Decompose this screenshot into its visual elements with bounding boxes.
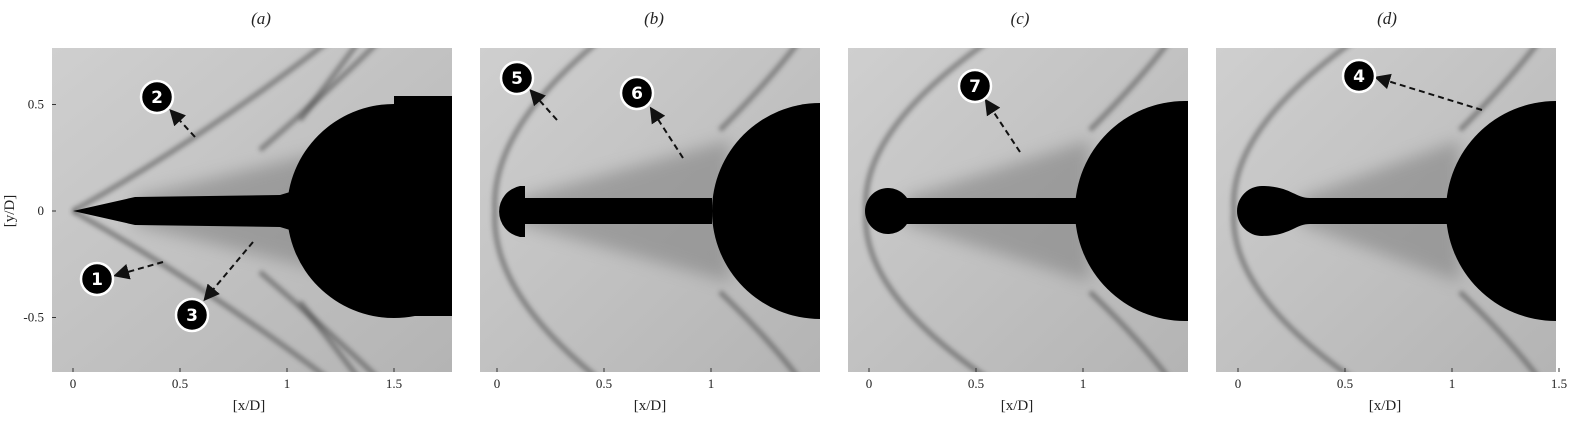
panel-a-image xyxy=(52,48,452,372)
panel-title: (c) xyxy=(1011,9,1030,28)
marker-label: 3 xyxy=(186,306,198,326)
marker-label: 1 xyxy=(91,270,103,290)
x-tick-label: 0 xyxy=(1235,376,1242,391)
x-tick-label: 0.5 xyxy=(172,376,188,391)
marker: 3 xyxy=(174,297,210,333)
panel-title: (a) xyxy=(251,9,271,28)
x-axis-label: [x/D] xyxy=(1369,398,1402,414)
x-tick-label: 1.5 xyxy=(1551,376,1567,391)
x-tick-label: 0.5 xyxy=(968,376,984,391)
x-tick-label: 0.5 xyxy=(1337,376,1353,391)
marker-label: 7 xyxy=(969,77,981,97)
markers: 1 2 3 5 6 7 4 xyxy=(79,58,1377,333)
x-tick-label: 1 xyxy=(1449,376,1456,391)
y-axis-label: [y/D] xyxy=(2,195,18,228)
marker-label: 5 xyxy=(511,69,523,89)
marker: 1 xyxy=(79,261,115,297)
marker: 5 xyxy=(499,60,535,96)
x-axis-label: [x/D] xyxy=(1001,398,1034,414)
marker-label: 4 xyxy=(1353,67,1365,87)
x-tick-label: 1 xyxy=(284,376,291,391)
y-tick-label: 0 xyxy=(38,203,45,218)
marker: 7 xyxy=(957,68,993,104)
marker-label: 6 xyxy=(631,84,643,104)
x-tick-label: 0.5 xyxy=(596,376,612,391)
x-tick-label: 0 xyxy=(70,376,77,391)
panel-title: (b) xyxy=(644,9,664,28)
panel-d-image xyxy=(1216,48,1556,372)
x-tick-label: 1.5 xyxy=(386,376,402,391)
marker-label: 2 xyxy=(151,88,163,108)
x-axis-label: [x/D] xyxy=(634,398,667,414)
panel-title: (d) xyxy=(1377,9,1397,28)
y-tick-label: 0.5 xyxy=(28,97,44,112)
x-tick-label: 1 xyxy=(1080,376,1087,391)
arrows xyxy=(113,73,1483,302)
marker: 4 xyxy=(1341,58,1377,94)
marker: 2 xyxy=(139,79,175,115)
x-axis-label: [x/D] xyxy=(233,398,266,414)
marker: 6 xyxy=(619,75,655,111)
panel-c-image xyxy=(848,48,1188,372)
y-tick-label: -0.5 xyxy=(23,310,44,325)
x-tick-label: 0 xyxy=(866,376,873,391)
panel-b-image xyxy=(480,48,820,372)
x-tick-label: 0 xyxy=(494,376,501,391)
x-tick-label: 1 xyxy=(708,376,715,391)
